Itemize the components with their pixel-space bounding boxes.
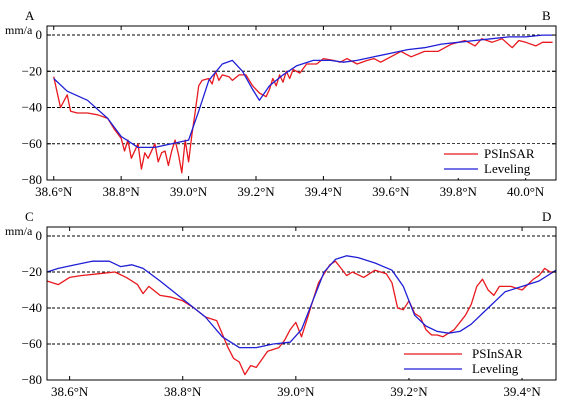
x-tick-label: 38.8°N <box>102 184 140 199</box>
corner-label-left: A <box>25 8 35 23</box>
series-line-leveling <box>46 255 557 349</box>
x-tick-label: 38.6°N <box>35 184 73 199</box>
y-tick-label: −60 <box>22 336 42 351</box>
corner-label-left: C <box>25 209 34 224</box>
y-tick-label: 0 <box>36 228 43 243</box>
axis-ticks: 0 −20 −40 −60 −80 38.6°N 38.8°N 39.0°N 39.2°N 39.… <box>22 227 556 399</box>
series-lines <box>53 34 553 174</box>
y-tick-label: −80 <box>22 172 42 187</box>
x-tick-label: 39.4°N <box>503 384 541 399</box>
y-tick-label: 0 <box>36 27 43 42</box>
x-tick-label: 40.0°N <box>507 184 545 199</box>
chart-panel-cd: 0 −20 −40 −60 −80 38.6°N 38.8°N 39.0°N 39.2°N 39.… <box>5 209 557 399</box>
plot-frame <box>46 25 557 181</box>
x-tick-label: 38.6°N <box>51 384 89 399</box>
y-tick-label: −80 <box>22 372 42 387</box>
y-tick-label: −40 <box>22 300 42 315</box>
grid-lines <box>47 235 556 345</box>
x-tick-label: 39.4°N <box>305 184 343 199</box>
x-tick-label: 39.0°N <box>170 184 208 199</box>
x-tick-label: 38.8°N <box>164 384 202 399</box>
x-tick-label: 39.8°N <box>440 184 478 199</box>
y-axis-unit: mm/a <box>5 224 33 238</box>
series-line-leveling <box>53 34 553 149</box>
x-tick-label: 39.2°N <box>237 184 275 199</box>
series-lines <box>46 255 557 376</box>
legend: PSInSAR Leveling <box>400 344 550 378</box>
y-tick-label: −40 <box>22 100 42 115</box>
plot-frame <box>46 226 557 381</box>
legend-label-psinsar: PSInSAR <box>472 346 523 361</box>
x-tick-label: 39.0°N <box>277 384 315 399</box>
legend-background <box>400 344 550 378</box>
legend-label-leveling: Leveling <box>472 361 519 376</box>
legend: PSInSAR Leveling <box>440 144 550 178</box>
y-axis-unit: mm/a <box>5 23 33 37</box>
corner-label-right: D <box>542 209 551 224</box>
corner-label-right: B <box>542 8 551 23</box>
legend-background <box>440 144 550 178</box>
legend-label-leveling: Leveling <box>484 161 531 176</box>
grid-lines <box>47 34 556 145</box>
legend-label-psinsar: PSInSAR <box>484 146 535 161</box>
y-tick-label: −20 <box>22 63 42 78</box>
x-tick-label: 39.6°N <box>372 184 410 199</box>
y-tick-label: −60 <box>22 136 42 151</box>
x-tick-label: 39.2°N <box>390 384 428 399</box>
y-tick-label: −20 <box>22 264 42 279</box>
